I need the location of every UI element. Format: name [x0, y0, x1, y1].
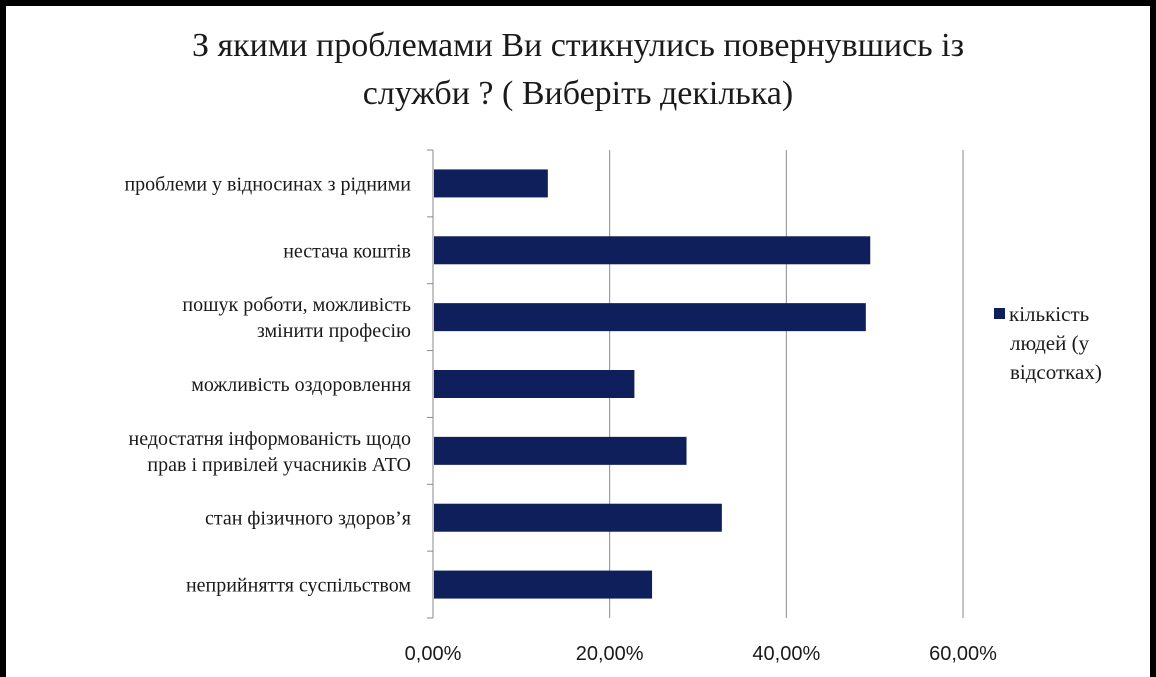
bar — [434, 436, 687, 465]
bar — [434, 570, 653, 599]
category-label: проблеми у відносинах з рідними — [124, 173, 411, 195]
category-label: недостатня інформованість щодо — [129, 428, 411, 450]
bar — [434, 503, 722, 532]
category-label: змінити професію — [257, 320, 411, 342]
legend-swatch — [994, 308, 1005, 319]
x-tick-label: 40,00% — [752, 643, 820, 665]
x-tick-label: 60,00% — [929, 643, 997, 665]
category-label: стан фізичного здоров’я — [205, 508, 411, 530]
bar — [434, 169, 548, 198]
legend-line-1: кількість — [994, 300, 1144, 329]
chart-title: З якими проблемами Ви стикнулись поверну… — [0, 22, 1156, 118]
bar — [434, 236, 871, 265]
chart-title-line-1: З якими проблемами Ви стикнулись поверну… — [191, 27, 965, 64]
category-label: прав і привілей учасників АТО — [147, 454, 411, 476]
legend-line-2: людей (у — [1010, 331, 1090, 355]
category-label: пошук роботи, можливість — [182, 294, 411, 316]
category-label: можливість оздоровлення — [191, 374, 411, 396]
x-tick-label: 20,00% — [576, 643, 644, 665]
bar — [434, 303, 866, 332]
chart-title-line-2: служби ? ( Виберіть декілька) — [362, 75, 794, 112]
legend: кількість людей (у відсотках) — [994, 300, 1144, 387]
legend-label-1: кількість — [1009, 302, 1090, 326]
x-tick-label: 0,00% — [405, 643, 462, 665]
legend-line-3: відсотках) — [1010, 360, 1102, 384]
bar — [434, 370, 635, 398]
category-label: нестача коштів — [283, 240, 411, 262]
category-label: неприйняття суспільством — [186, 575, 411, 597]
